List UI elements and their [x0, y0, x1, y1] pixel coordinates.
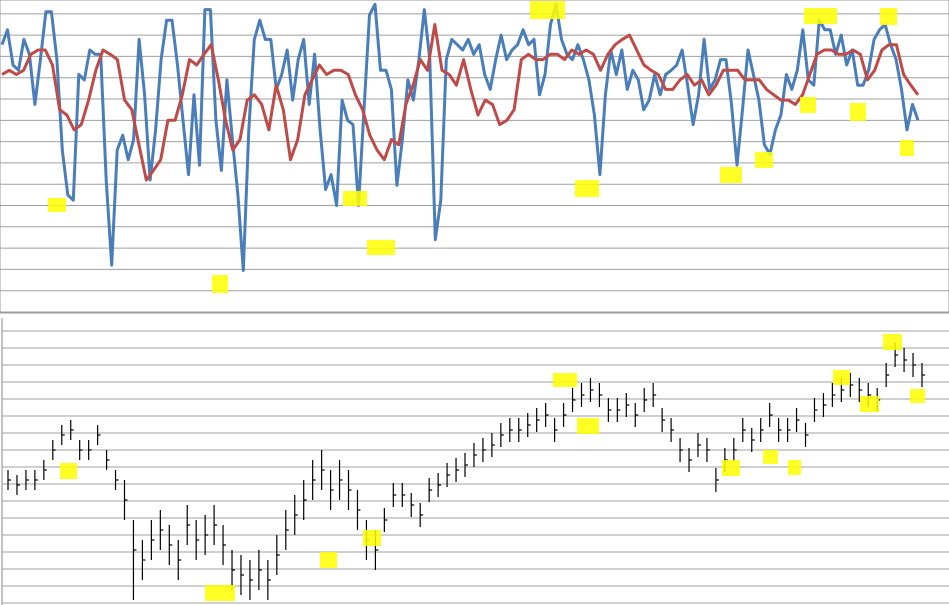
- highlight: [363, 530, 381, 546]
- highlight: [860, 396, 879, 412]
- highlight: [833, 370, 850, 385]
- highlight: [755, 152, 773, 168]
- highlight: [880, 8, 897, 25]
- highlight: [60, 463, 77, 479]
- highlight: [367, 240, 395, 255]
- highlight: [910, 389, 925, 403]
- highlight: [850, 103, 866, 121]
- highlight: [553, 373, 577, 387]
- highlight: [343, 191, 367, 206]
- highlight: [212, 275, 228, 293]
- highlight: [900, 140, 914, 156]
- highlight: [788, 460, 801, 475]
- line-series: [1, 23, 920, 182]
- highlight: [722, 460, 740, 476]
- highlight: [48, 198, 66, 212]
- highlight: [530, 1, 565, 19]
- highlight: [720, 167, 742, 183]
- highlight: [883, 334, 902, 350]
- line-series: [0, 2, 920, 272]
- highlight: [320, 552, 337, 568]
- marks: [0, 2, 925, 600]
- highlight: [575, 180, 599, 197]
- bottom-panel: [2, 318, 948, 605]
- highlight: [804, 8, 837, 24]
- highlight: [763, 450, 778, 464]
- highlight: [800, 97, 816, 113]
- highlights: [48, 1, 925, 601]
- highlight: [205, 585, 235, 601]
- highlight: [577, 418, 599, 434]
